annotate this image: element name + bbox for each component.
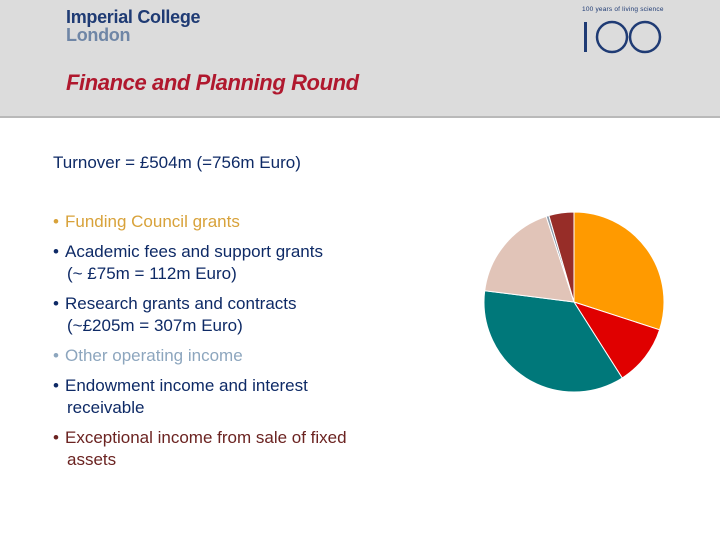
logo-line2: London (66, 25, 131, 45)
bullet-dot: • (53, 212, 59, 231)
bullet-sub: (~ £75m = 112m Euro) (67, 264, 237, 283)
centenary-badge: 100 years of living science (582, 6, 672, 58)
bullet-dot: • (53, 428, 59, 447)
slide-title: Finance and Planning Round (66, 70, 359, 95)
bullet-item: • Other operating income (53, 345, 473, 367)
pie-slice (548, 211, 575, 303)
bullet-item: • Endowment income and interest receivable (53, 375, 473, 419)
pie-slice (483, 290, 623, 393)
pie-slice (484, 215, 575, 303)
bullet-item: • Academic fees and support grants (~ £75m… (53, 241, 473, 285)
bullet-main: Other operating income (65, 346, 243, 365)
bullet-item: • Research grants and contracts (~£205m = … (53, 293, 473, 337)
bullet-main: Funding Council grants (65, 212, 240, 231)
income-pie-chart (483, 211, 665, 393)
college-logo: Imperial College London (66, 7, 201, 45)
bullet-item: • Exceptional income from sale of fixed as… (53, 427, 473, 471)
income-bullet-list: • Funding Council grants • Academic fees a… (53, 211, 473, 479)
bullet-dot: • (53, 346, 59, 365)
bullet-sub: assets (67, 450, 117, 469)
bullet-main: Academic fees and support grants (65, 242, 323, 261)
bullet-dot: • (53, 242, 59, 261)
header-bar: Imperial College London 100 years of liv… (0, 0, 720, 118)
bullet-item: • Funding Council grants (53, 211, 473, 233)
bullet-dot: • (53, 376, 59, 395)
logo-line1: Imperial College (66, 7, 201, 27)
bullet-sub: receivable (67, 398, 145, 417)
bullet-main: Research grants and contracts (65, 294, 297, 313)
pie-slice (573, 211, 665, 331)
bullet-sub: (~£205m = 307m Euro) (67, 316, 243, 335)
badge-number-graphic (584, 20, 662, 54)
badge-caption: 100 years of living science (582, 6, 664, 13)
bullet-dot: • (53, 294, 59, 313)
turnover-text: Turnover = £504m (=756m Euro) (53, 153, 301, 172)
bullet-main: Endowment income and interest (65, 376, 308, 395)
bullet-main: Exceptional income from sale of fixed (65, 428, 347, 447)
